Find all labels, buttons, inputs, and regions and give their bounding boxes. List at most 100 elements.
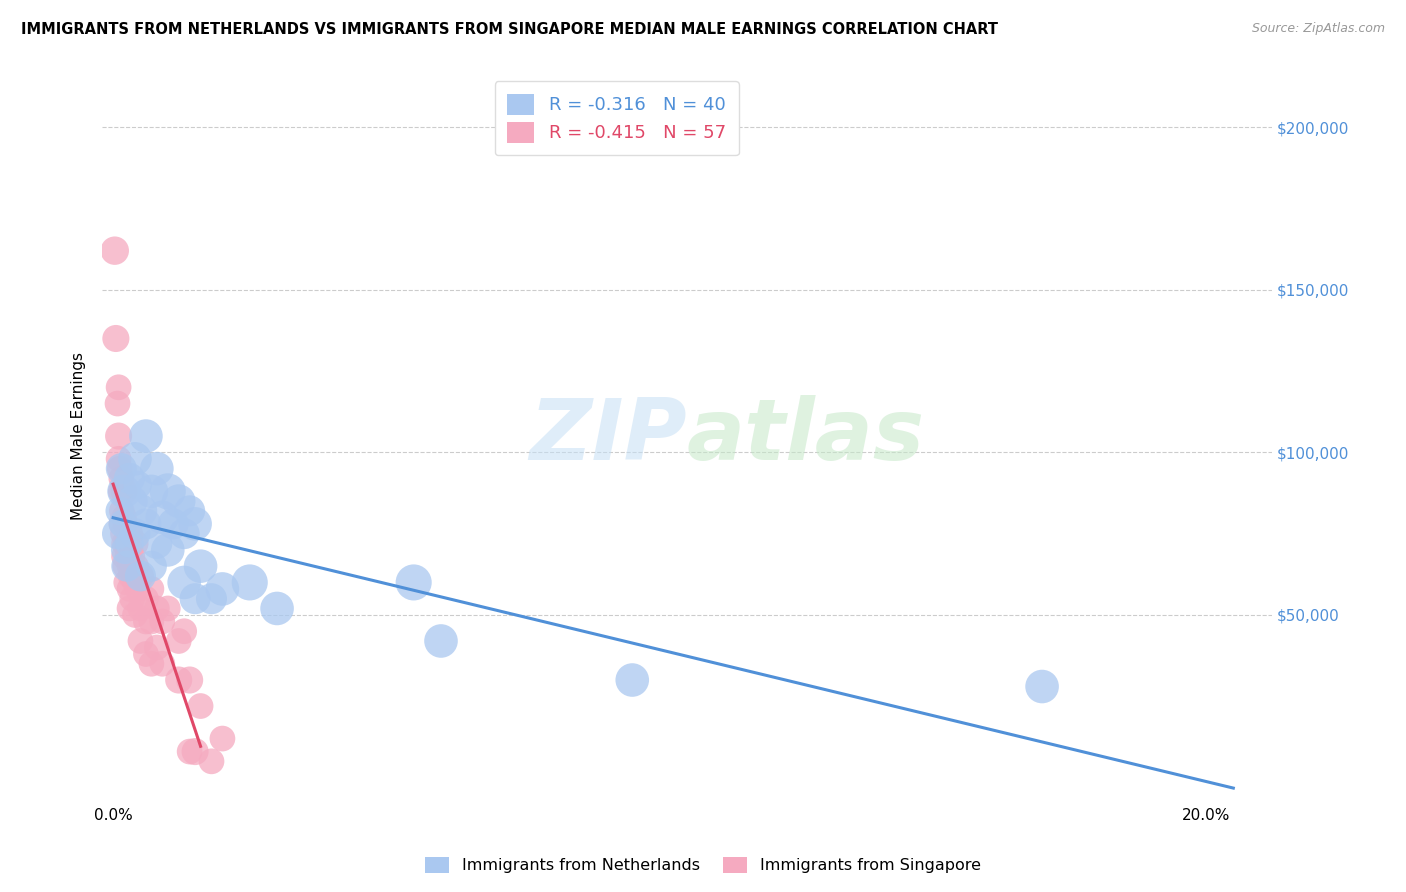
Point [127, 478, 149, 492]
Point [135, 591, 157, 606]
Point [135, 615, 157, 629]
Point [200, 591, 222, 606]
Point [156, 484, 179, 499]
Point [110, 484, 132, 499]
Point [124, 607, 146, 622]
Point [156, 601, 179, 615]
Point [127, 582, 149, 596]
Point [114, 559, 136, 574]
Point [146, 640, 169, 655]
Point [110, 461, 132, 475]
Point [150, 510, 173, 524]
Point [120, 569, 142, 583]
Point [200, 755, 222, 769]
Point [118, 559, 141, 574]
Point [621, 673, 644, 687]
Point [114, 516, 136, 531]
Point [110, 471, 132, 485]
Point [150, 657, 173, 671]
Point [118, 471, 141, 485]
Point [112, 510, 135, 524]
Point [266, 601, 288, 615]
Text: Source: ZipAtlas.com: Source: ZipAtlas.com [1251, 22, 1385, 36]
Point [146, 601, 169, 615]
Point [162, 516, 184, 531]
Point [112, 484, 135, 499]
Point [108, 504, 131, 518]
Y-axis label: Median Male Earnings: Median Male Earnings [72, 352, 86, 520]
Point [112, 549, 135, 564]
Point [121, 591, 143, 606]
Text: ZIP: ZIP [529, 394, 688, 477]
Point [430, 634, 453, 648]
Point [129, 601, 152, 615]
Point [150, 615, 173, 629]
Point [129, 634, 152, 648]
Point [121, 549, 143, 564]
Point [125, 559, 148, 574]
Point [112, 536, 135, 550]
Point [184, 516, 207, 531]
Point [107, 451, 129, 466]
Point [141, 559, 163, 574]
Point [124, 575, 146, 590]
Legend: Immigrants from Netherlands, Immigrants from Singapore: Immigrants from Netherlands, Immigrants … [419, 850, 987, 880]
Point [118, 601, 141, 615]
Point [110, 516, 132, 531]
Point [135, 647, 157, 661]
Text: IMMIGRANTS FROM NETHERLANDS VS IMMIGRANTS FROM SINGAPORE MEDIAN MALE EARNINGS CO: IMMIGRANTS FROM NETHERLANDS VS IMMIGRANT… [21, 22, 998, 37]
Point [190, 699, 212, 714]
Point [211, 731, 233, 746]
Point [120, 542, 142, 557]
Point [107, 526, 129, 541]
Point [184, 591, 207, 606]
Point [239, 575, 262, 590]
Point [129, 569, 152, 583]
Point [117, 549, 139, 564]
Point [190, 559, 212, 574]
Point [173, 575, 195, 590]
Point [112, 484, 135, 499]
Point [107, 429, 129, 443]
Text: atlas: atlas [688, 394, 925, 477]
Point [124, 451, 146, 466]
Point [129, 504, 152, 518]
Point [121, 494, 143, 508]
Point [1031, 680, 1053, 694]
Point [179, 504, 201, 518]
Point [141, 615, 163, 629]
Point [115, 536, 138, 550]
Point [111, 504, 134, 518]
Point [146, 461, 169, 475]
Point [118, 536, 141, 550]
Point [167, 634, 190, 648]
Point [111, 526, 134, 541]
Point [402, 575, 425, 590]
Point [156, 542, 179, 557]
Point [124, 526, 146, 541]
Legend: R = -0.316   N = 40, R = -0.415   N = 57: R = -0.316 N = 40, R = -0.415 N = 57 [495, 81, 738, 155]
Point [173, 624, 195, 639]
Point [141, 582, 163, 596]
Point [124, 536, 146, 550]
Point [111, 516, 134, 531]
Point [129, 569, 152, 583]
Point [118, 526, 141, 541]
Point [104, 244, 127, 258]
Point [146, 536, 169, 550]
Point [115, 559, 138, 574]
Point [135, 429, 157, 443]
Point [141, 484, 163, 499]
Point [179, 673, 201, 687]
Point [107, 396, 129, 410]
Point [135, 516, 157, 531]
Point [179, 745, 201, 759]
Point [115, 575, 138, 590]
Point [167, 673, 190, 687]
Point [107, 380, 129, 394]
Point [211, 582, 233, 596]
Point [118, 582, 141, 596]
Point [114, 542, 136, 557]
Point [104, 331, 127, 345]
Point [167, 494, 190, 508]
